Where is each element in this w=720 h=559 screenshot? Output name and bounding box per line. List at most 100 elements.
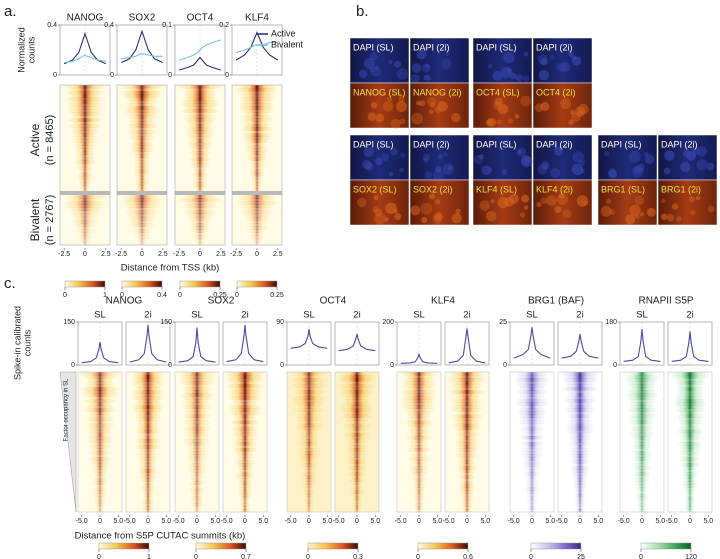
cell-spot [356, 197, 367, 208]
heatmap-row [83, 408, 117, 412]
heatmap-row [67, 118, 103, 122]
heatmap-row [125, 112, 159, 116]
heatmap-row [118, 85, 166, 89]
heatmap-row [228, 405, 262, 409]
heatmap-row [409, 469, 429, 473]
x-tick-label: 0 [530, 518, 534, 525]
heatmap-row [350, 481, 364, 486]
heatmap-row [137, 420, 159, 425]
heatmap-row [525, 469, 539, 473]
heatmap-row [451, 384, 483, 388]
heatmap-row [340, 414, 374, 419]
heatmap-row [235, 451, 255, 455]
heatmap-row [238, 195, 276, 199]
heatmap-row [240, 505, 250, 510]
y-tick-label: 180 [605, 319, 617, 326]
heatmap-row [76, 166, 94, 171]
heatmap-row [562, 381, 598, 385]
cell-spot [660, 213, 668, 221]
heatmap-row [182, 210, 218, 215]
heatmap-row [625, 408, 659, 412]
heatmap-row [252, 187, 262, 192]
cell-spot [416, 100, 421, 106]
cell-spot [507, 117, 514, 124]
colorbar-label: 0.6 [463, 554, 473, 559]
x-tick-label: 0 [98, 518, 102, 525]
heatmap-row [634, 481, 650, 486]
heatmap-frame [396, 371, 442, 513]
cell-spot [362, 159, 372, 170]
heatmap-row [192, 172, 208, 177]
heatmap-row [186, 448, 208, 452]
heatmap-frame [509, 371, 555, 513]
heatmap-row [565, 384, 595, 388]
heatmap-row [191, 484, 203, 489]
heatmap-row [525, 475, 539, 479]
profile-line [623, 329, 661, 362]
cell-spot [389, 147, 398, 156]
heatmap-row [123, 109, 161, 113]
heatmap-row [569, 466, 591, 470]
cell-spot [381, 153, 390, 162]
profile-line [64, 54, 106, 64]
heatmap-row [568, 420, 592, 425]
heatmap-row [141, 490, 155, 495]
x-tick-label: -5.0 [76, 518, 88, 525]
cell-spot [558, 193, 565, 199]
cell-spot [370, 66, 382, 77]
cell-spot [567, 51, 574, 57]
heatmap-row [575, 505, 585, 510]
heatmap-row [233, 414, 257, 419]
cell-spot [490, 199, 495, 204]
heatmap-row [124, 106, 160, 110]
heatmap-row [251, 175, 263, 180]
heatmap-row [190, 163, 210, 168]
cell-spot [382, 101, 394, 112]
heatmap-row [134, 163, 150, 168]
heatmap-row [685, 508, 695, 513]
panel-label: c. [4, 275, 16, 292]
heatmap-row [563, 399, 597, 403]
heatmap-row [137, 469, 159, 473]
heatmap-row [71, 220, 99, 224]
heatmap-row [304, 508, 314, 513]
cell-spot [522, 75, 529, 82]
cell-spot [508, 193, 519, 204]
heatmap-row [456, 445, 478, 449]
heatmap-row [190, 235, 210, 240]
heatmap-row [407, 414, 431, 419]
heatmap-row [230, 420, 260, 425]
heatmap-row [570, 472, 590, 476]
cell-spot [634, 195, 645, 206]
x-tick-label: 5.0 [655, 518, 665, 525]
heatmap-row [64, 201, 106, 205]
heatmap-row [131, 405, 165, 409]
cell-spot [663, 167, 671, 175]
cell-spot [435, 166, 442, 173]
cell-spot [520, 155, 533, 168]
colorbar [236, 280, 278, 288]
heatmap-row [235, 460, 255, 464]
heatmap-row [296, 414, 322, 419]
heatmap-row [130, 142, 154, 146]
heatmap-row [674, 378, 706, 382]
heatmap-row [567, 442, 593, 446]
heatmap-row [452, 393, 482, 397]
stain-image [657, 179, 718, 226]
heatmap-row [132, 384, 164, 388]
heatmap-row [141, 487, 155, 492]
heatmap-row [670, 372, 710, 376]
heatmap-row [347, 472, 367, 476]
heatmap-row [527, 508, 537, 513]
heatmap-row [402, 402, 436, 406]
heatmap-row [251, 178, 263, 183]
heatmap-row [239, 508, 251, 513]
heatmap-row [187, 469, 207, 473]
chart-title: KLF4 [245, 13, 269, 24]
heatmap-row [131, 393, 165, 397]
heatmap-row [404, 420, 434, 425]
heatmap-row [350, 475, 364, 479]
heatmap-row [182, 426, 212, 431]
heatmap-row [195, 187, 205, 192]
heatmap-row [631, 423, 653, 428]
